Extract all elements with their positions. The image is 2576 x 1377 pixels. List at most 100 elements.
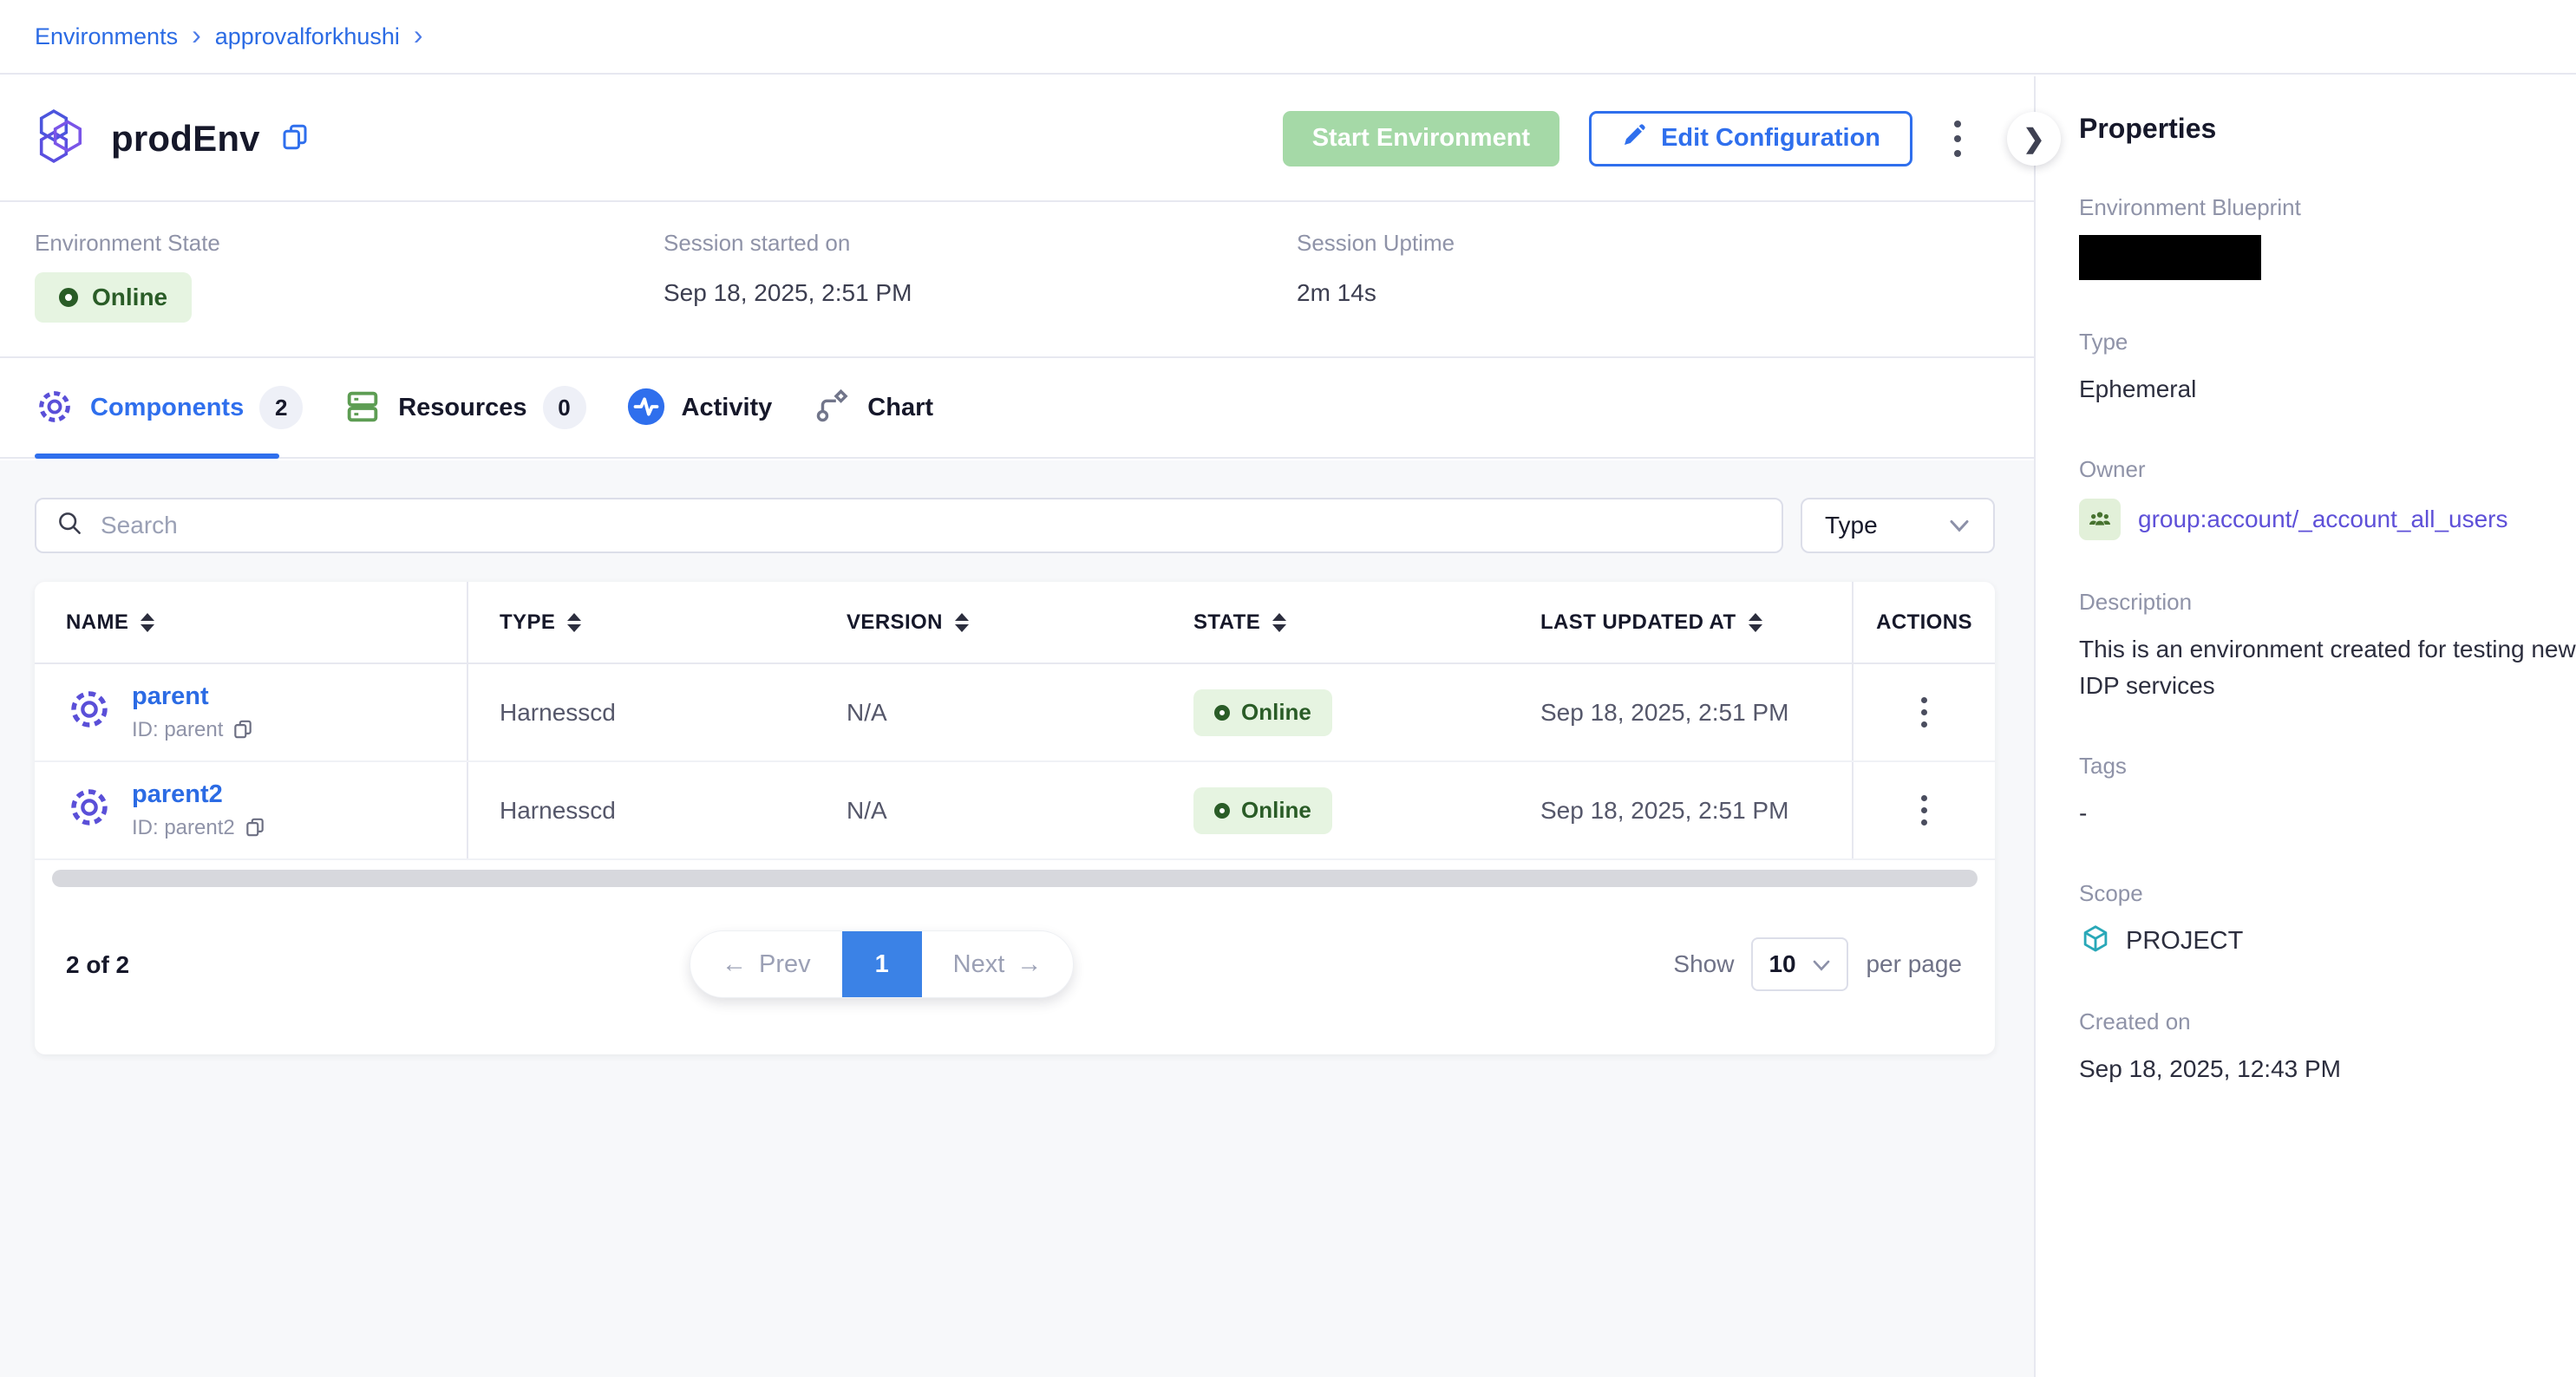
next-page-button[interactable]: Next → <box>922 931 1074 997</box>
scope-group: Scope PROJECT <box>2079 880 2550 960</box>
page-size-dropdown[interactable]: 10 <box>1751 937 1849 991</box>
name-cell: parent2 ID: parent2 <box>35 762 468 858</box>
column-header-state[interactable]: STATE <box>1162 610 1509 635</box>
tab-components[interactable]: Components 2 <box>35 386 304 429</box>
owner-link[interactable]: group:account/_account_all_users <box>2138 506 2508 532</box>
column-header-name[interactable]: NAME <box>35 582 468 662</box>
prev-page-button[interactable]: ← Prev <box>690 931 842 997</box>
gear-icon <box>66 784 113 837</box>
search-input[interactable] <box>101 512 1762 539</box>
state-cell: Online <box>1162 688 1509 736</box>
more-options-button[interactable] <box>1942 112 1973 166</box>
sort-icon <box>954 612 969 632</box>
start-environment-button[interactable]: Start Environment <box>1282 110 1560 166</box>
environment-state-value: Online <box>92 284 168 310</box>
horizontal-scrollbar[interactable] <box>52 870 1978 887</box>
filter-row: Type <box>35 498 1995 553</box>
column-header-last-updated[interactable]: LAST UPDATED AT <box>1509 610 1852 635</box>
tab-chart-label: Chart <box>867 393 934 421</box>
description-label: Description <box>2079 589 2193 615</box>
page-1-button[interactable]: 1 <box>841 931 922 997</box>
per-page-label: per page <box>1866 950 1962 977</box>
breadcrumb-environments-link[interactable]: Environments <box>35 23 179 49</box>
page-size-value: 10 <box>1769 950 1796 977</box>
breadcrumb-separator-icon: › <box>192 19 201 50</box>
tab-activity-label: Activity <box>681 393 773 421</box>
state-badge: Online <box>1193 688 1332 736</box>
page-title: prodEnv <box>111 117 260 159</box>
show-label: Show <box>1673 950 1735 977</box>
type-value: Ephemeral <box>2079 375 2197 402</box>
page-header: prodEnv Start Environment <box>0 76 2034 202</box>
blueprint-label: Environment Blueprint <box>2079 194 2301 220</box>
properties-panel: Properties Environment Blueprint Type Ep… <box>2034 76 2576 1377</box>
copy-id-button[interactable] <box>232 718 254 743</box>
description-group: Description This is an environment creat… <box>2079 589 2576 704</box>
copy-icon <box>244 816 266 841</box>
components-table-card: NAME TYPE VERSION STATE <box>35 582 1995 1054</box>
column-header-version[interactable]: VERSION <box>815 610 1162 635</box>
component-name-link[interactable]: parent2 <box>132 780 223 808</box>
component-name-link[interactable]: parent <box>132 682 209 710</box>
tab-chart[interactable]: Chart <box>812 387 933 429</box>
column-header-type[interactable]: TYPE <box>468 610 815 635</box>
tags-label: Tags <box>2079 753 2127 779</box>
environment-state-block: Environment State Online <box>35 230 220 323</box>
search-box <box>35 498 1783 553</box>
collapse-panel-button[interactable]: ❯ <box>2007 112 2061 166</box>
edit-configuration-button[interactable]: Edit Configuration <box>1589 110 1912 166</box>
session-uptime-value: 2m 14s <box>1297 279 1376 306</box>
pencil-icon <box>1621 122 1647 155</box>
owner-group: Owner group:account/_account_all_users <box>2079 456 2550 540</box>
pagination-controls: ← Prev 1 Next → <box>690 930 1075 998</box>
copy-icon <box>279 121 311 155</box>
actions-cell <box>1852 762 1995 858</box>
header-actions: Start Environment Edit Configuration <box>1282 110 1973 166</box>
blueprint-value-redacted <box>2079 235 2261 280</box>
breadcrumb-separator-icon: › <box>413 19 423 50</box>
tab-activity[interactable]: Activity <box>626 387 773 429</box>
copy-id-button[interactable] <box>244 816 266 841</box>
type-cell: Harnesscd <box>500 698 616 726</box>
type-cell: Harnesscd <box>500 796 616 824</box>
copy-name-button[interactable] <box>279 121 311 155</box>
properties-title: Properties <box>2079 113 2217 144</box>
session-started-label: Session started on <box>664 230 851 256</box>
name-cell: parent ID: parent <box>35 664 468 760</box>
active-tab-underline <box>35 454 279 459</box>
table-row: parent ID: parent <box>35 664 1995 762</box>
tab-resources[interactable]: Resources 0 <box>343 386 586 429</box>
type-filter-dropdown[interactable]: Type <box>1801 498 1995 553</box>
sort-icon <box>1272 612 1287 632</box>
breadcrumb-project-link[interactable]: approvalforkhushi <box>214 23 400 49</box>
more-options-icon <box>1921 795 1927 801</box>
status-dot-icon <box>1214 802 1230 819</box>
actions-cell <box>1852 664 1995 760</box>
edit-configuration-label: Edit Configuration <box>1661 124 1880 152</box>
chevron-down-icon <box>1812 950 1831 978</box>
environment-state-label: Environment State <box>35 230 220 256</box>
tab-resources-label: Resources <box>398 393 527 421</box>
table-row: parent2 ID: parent2 <box>35 762 1995 860</box>
components-panel: Type NAME TYPE <box>0 460 2034 1377</box>
status-dot-icon <box>59 288 78 307</box>
tab-bar: Components 2 Resources 0 <box>0 358 2034 459</box>
sort-icon <box>1748 612 1762 632</box>
pagination-summary: 2 of 2 <box>66 951 130 978</box>
activity-icon <box>626 387 666 429</box>
gear-icon <box>35 387 75 429</box>
row-actions-button[interactable] <box>1914 788 1934 832</box>
sort-icon <box>567 612 582 632</box>
gear-icon <box>66 686 113 739</box>
main-area: prodEnv Start Environment <box>0 76 2034 1377</box>
scope-label: Scope <box>2079 880 2143 906</box>
type-group: Type Ephemeral <box>2079 329 2550 408</box>
row-actions-button[interactable] <box>1914 690 1934 734</box>
session-uptime-label: Session Uptime <box>1297 230 1455 256</box>
version-cell: N/A <box>847 698 887 726</box>
sort-icon <box>141 612 155 632</box>
version-cell: N/A <box>847 796 887 824</box>
arrow-right-icon: → <box>1017 950 1043 978</box>
last-updated-cell: Sep 18, 2025, 2:51 PM <box>1540 796 1789 824</box>
created-group: Created on Sep 18, 2025, 12:43 PM <box>2079 1008 2550 1087</box>
